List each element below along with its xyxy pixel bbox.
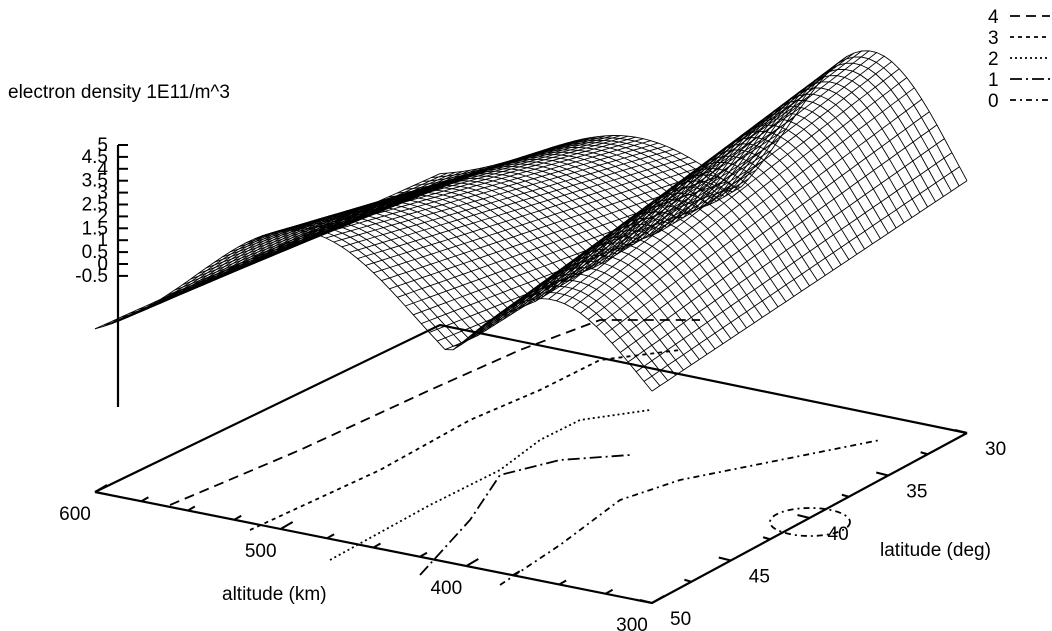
z-tick-label: 5 (97, 135, 108, 156)
contour-lines (169, 319, 881, 586)
contour-level-2 (329, 409, 651, 561)
x-minor-tick (558, 579, 567, 586)
z-tick-label: 0.5 (82, 242, 108, 263)
contour-level-4 (169, 319, 700, 506)
y-tick-mark (639, 599, 653, 604)
x-tick-mark (465, 558, 479, 567)
x-tick-label: 400 (430, 578, 462, 599)
mesh-line-latitude (146, 215, 700, 360)
z-tick-label: 4.5 (82, 147, 108, 168)
mesh-line-latitude (94, 229, 653, 392)
y-minor-tick (841, 493, 850, 498)
legend-label: 2 (988, 49, 999, 70)
x-minor-tick (512, 570, 521, 577)
mesh-line-latitude (172, 208, 724, 344)
y-axis-title: latitude (deg) (880, 540, 991, 561)
z-tick-label: 3 (97, 183, 108, 204)
mesh-line-latitude (284, 161, 826, 276)
mesh-line-latitude (258, 180, 802, 292)
z-tick-label: 0 (97, 254, 108, 275)
mesh-line-latitude (232, 192, 779, 308)
y-tick-label: 50 (670, 609, 691, 630)
surface-mesh (94, 50, 968, 392)
mesh-line-latitude (353, 112, 889, 234)
x-tick-mark (651, 595, 665, 604)
mesh-line-latitude (181, 206, 732, 339)
x-minor-tick (419, 551, 428, 558)
y-tick-label: 45 (749, 567, 770, 588)
contour-level-1 (419, 454, 631, 576)
z-tick-label: 1.5 (82, 218, 108, 239)
y-minor-tick (684, 578, 692, 583)
y-tick-label: 35 (906, 482, 927, 503)
x-minor-tick (187, 505, 196, 512)
y-tick-mark (797, 514, 810, 519)
x-tick-label: 600 (59, 504, 91, 525)
y-minor-tick (762, 536, 771, 541)
contour-level-0 (499, 439, 881, 586)
axes: 54.543.532.521.510.50-0.5 600 500 400 300 30 3… (59, 135, 1006, 631)
x-tick-label: 500 (245, 541, 277, 562)
z-tick-label: 2.5 (82, 195, 108, 216)
mesh-line-latitude (120, 222, 676, 376)
mesh-line-latitude (112, 225, 669, 381)
mesh-line-latitude (155, 213, 708, 355)
x-tick-mark (280, 521, 294, 530)
z-axis-title: electron density 1E11/m^3 (8, 82, 230, 103)
floor-front-edges (94, 432, 968, 605)
y-tick-label: 30 (985, 439, 1006, 460)
mesh-line-latitude (439, 50, 968, 188)
z-tick-label: 4 (97, 159, 108, 180)
mesh-line-latitude (388, 87, 921, 213)
x-minor-tick (233, 514, 242, 521)
contour-level-0-loop (769, 507, 851, 537)
mesh-line-latitude (198, 201, 747, 329)
z-tick-label: 1 (97, 230, 108, 251)
mesh-line-latitude (137, 218, 692, 366)
legend-label: 1 (988, 70, 999, 91)
x-minor-tick (326, 533, 335, 540)
y-minor-tick (920, 451, 928, 456)
legend-label: 0 (988, 91, 999, 112)
x-tick-label: 300 (616, 615, 648, 631)
legend-label: 3 (988, 28, 999, 49)
mesh-line-latitude (103, 227, 661, 387)
z-tick-label: -0.5 (75, 266, 108, 287)
x-axis-title: altitude (km) (222, 584, 327, 605)
y-tick-label: 40 (828, 524, 849, 545)
z-tick-label: 2 (97, 206, 108, 227)
floor-back-edges (94, 323, 968, 493)
y-tick-mark (876, 471, 889, 477)
base-plane (94, 323, 968, 605)
y-tick-mark (954, 429, 968, 434)
mesh-line-latitude (163, 210, 716, 350)
mesh-line-altitude (413, 186, 742, 316)
mesh-line-latitude (207, 199, 755, 323)
x-minor-tick (373, 542, 381, 549)
y-tick-mark (718, 556, 731, 562)
contour-level-3 (249, 349, 681, 531)
x-minor-tick (140, 496, 149, 503)
z-tick-label: 3.5 (82, 171, 108, 192)
x-minor-tick (605, 588, 614, 595)
mesh-line-latitude (129, 220, 684, 371)
legend-label: 4 (988, 7, 999, 28)
x-tick-mark (94, 484, 108, 493)
